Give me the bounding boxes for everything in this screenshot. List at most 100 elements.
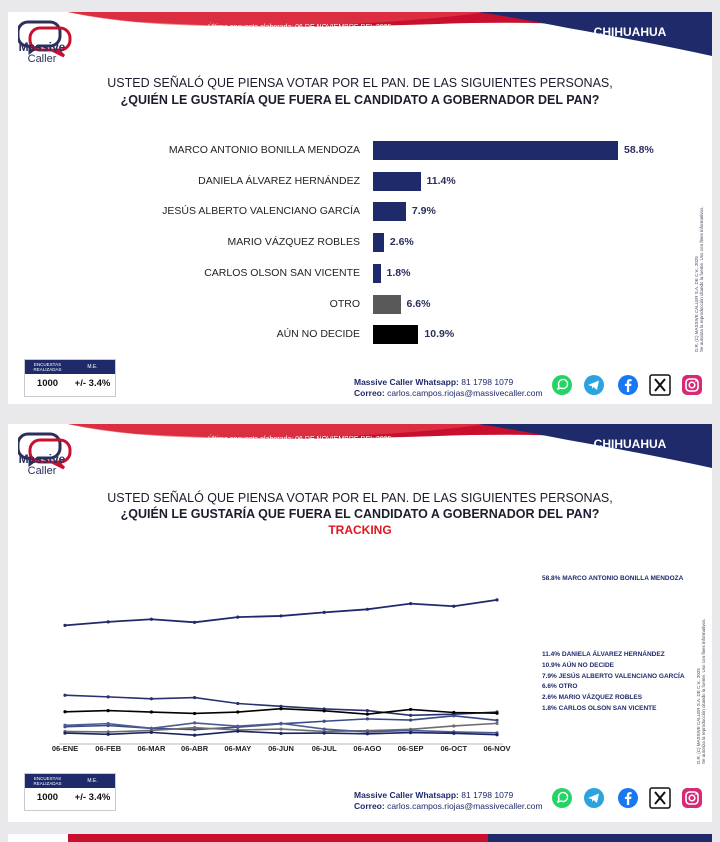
series-point: [236, 729, 240, 733]
legend-label: 7.9% JESÚS ALBERTO VALENCIANO GARCÍA: [542, 671, 685, 680]
legend-label: 58.8% MARCO ANTONIO BONILLA MENDOZA: [542, 575, 684, 582]
x-icon[interactable]: [649, 374, 671, 396]
question-line1: USTED SEÑALÓ QUE PIENSA VOTAR POR EL PAN…: [107, 491, 613, 505]
bar: [373, 325, 419, 345]
email-label: Correo:: [354, 388, 385, 398]
whatsapp-number[interactable]: 81 1798 1079: [461, 790, 514, 800]
whatsapp-icon[interactable]: [551, 787, 573, 809]
series-point: [279, 727, 283, 731]
series-point: [236, 615, 240, 619]
survey-date: Última encuesta elaborada: 06 DE NOVIEMB…: [208, 436, 392, 443]
email-address[interactable]: carlos.campos.riojas@massivecaller.com: [387, 388, 543, 398]
survey-stats-box: ENCUESTAS REALIZADAS M.E. 1000 +/- 3.4%: [24, 773, 116, 811]
bar-label: AÚN NO DECIDE: [276, 328, 360, 341]
me-value: +/- 3.4%: [74, 792, 111, 803]
bar-label: DANIELA ÁLVAREZ HERNÁNDEZ: [198, 174, 360, 187]
bar-value-label: 11.4%: [426, 174, 456, 187]
series-point: [452, 604, 456, 608]
copyright-line2: Se autoriza la reproducción citando la f…: [699, 206, 704, 352]
instagram-icon[interactable]: [681, 787, 703, 809]
bar-label: MARCO ANTONIO BONILLA MENDOZA: [168, 144, 360, 156]
series-point: [322, 610, 326, 614]
series-point: [495, 721, 499, 725]
header-banner: [68, 424, 712, 468]
series-point: [365, 712, 369, 716]
legend-label: 6.6% OTRO: [542, 683, 577, 690]
region-title: CHIHUAHUA: [593, 437, 667, 451]
series-point: [193, 711, 197, 716]
series-point: [106, 620, 110, 624]
x-tick-label: 06-FEB: [95, 744, 121, 753]
series-point: [409, 731, 413, 735]
legend-label: 10.9% AÚN NO DECIDE: [542, 660, 615, 669]
bar: [373, 171, 421, 191]
bar-value-label: 6.6%: [406, 297, 431, 310]
x-tick-label: 06-SEP: [398, 744, 424, 753]
question-line2: ¿QUIÉN LE GUSTARÍA QUE FUERA EL CANDIDAT…: [120, 507, 600, 521]
series-point: [193, 733, 197, 737]
series-point: [495, 733, 499, 737]
me-label: M.E.: [70, 774, 115, 788]
series-point: [409, 718, 413, 722]
series-point: [322, 719, 326, 723]
telegram-icon[interactable]: [583, 787, 605, 809]
series-point: [106, 709, 110, 713]
series-point: [495, 718, 499, 722]
series-point: [149, 697, 153, 701]
bar-label: MARIO VÁZQUEZ ROBLES: [227, 236, 360, 249]
series-point: [322, 709, 326, 713]
bar-value-label: 58.8%: [624, 144, 654, 156]
bar-label: OTRO: [329, 297, 360, 310]
massive-caller-logo: [18, 432, 72, 470]
question-line2: ¿QUIÉN LE GUSTARÍA QUE FUERA EL CANDIDAT…: [120, 93, 600, 107]
whatsapp-contact: Massive Caller Whatsapp: 81 1798 1079: [354, 790, 513, 800]
series-point: [149, 617, 153, 621]
series-point: [365, 717, 369, 721]
series-point: [63, 623, 67, 627]
series-point: [279, 704, 283, 708]
tracking-line-chart: 06-ENE 06-FEB 06-MAR 06-ABR 06-MAY 06-JUN 06-J…: [52, 575, 685, 753]
whatsapp-label: Massive Caller Whatsapp:: [354, 790, 459, 800]
logo-text-caller: Caller: [27, 53, 57, 65]
next-slide-partial: [8, 834, 712, 842]
x-tick-label: 06-ENE: [52, 744, 78, 753]
instagram-icon[interactable]: [681, 374, 703, 396]
bar: [373, 294, 401, 314]
x-tick-label: 06-MAR: [137, 744, 166, 753]
series-point: [279, 707, 283, 711]
copyright-note: D.R. (C) MASSIVE CALLER S.A. DE C.V., 20…: [694, 72, 704, 352]
series-point: [409, 707, 413, 712]
bar: [373, 233, 384, 253]
tracking-chart-slide: Massive Caller Última encuesta elaborada…: [8, 424, 712, 822]
x-tick-label: 06-JUN: [268, 744, 294, 753]
bar-value-label: 7.9%: [411, 205, 436, 218]
series-point: [106, 732, 110, 736]
telegram-icon[interactable]: [583, 374, 605, 396]
legend-label: 2.6% MARIO VÁZQUEZ ROBLES: [542, 692, 643, 701]
logo-text-caller: Caller: [27, 465, 57, 477]
x-tick-label: 06-OCT: [440, 744, 467, 753]
x-tick-label: 06-ABR: [181, 744, 209, 753]
x-tick-label: 06-JUL: [312, 744, 337, 753]
bar-value-label: 10.9%: [424, 328, 455, 341]
series-point: [452, 724, 456, 728]
x-tick-label: 06-MAY: [224, 744, 251, 753]
legend-label: 1.8% CARLOS OLSON SAN VICENTE: [542, 705, 657, 712]
survey-stats-box: ENCUESTAS REALIZADAS M.E. 1000 +/- 3.4%: [24, 359, 116, 397]
facebook-icon[interactable]: [617, 787, 639, 809]
region-title: CHIHUAHUA: [593, 25, 667, 39]
facebook-icon[interactable]: [617, 374, 639, 396]
series-point: [236, 710, 240, 714]
bar-value-label: 1.8%: [386, 266, 411, 279]
email-address[interactable]: carlos.campos.riojas@massivecaller.com: [387, 801, 543, 811]
whatsapp-icon[interactable]: [551, 374, 573, 396]
whatsapp-number[interactable]: 81 1798 1079: [461, 377, 514, 387]
series-point: [495, 711, 499, 715]
series-point: [365, 607, 369, 611]
x-icon[interactable]: [649, 787, 671, 809]
series-point: [452, 731, 456, 735]
header-banner: [68, 12, 712, 56]
series-point: [193, 726, 197, 730]
series-line: [64, 598, 498, 627]
bar: [373, 263, 381, 283]
